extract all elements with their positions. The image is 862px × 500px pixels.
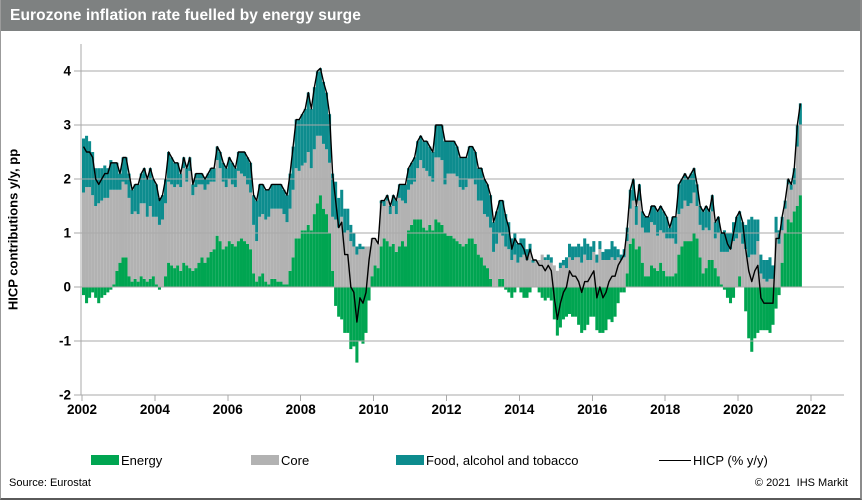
title-bar: Eurozone inflation rate fuelled by energ… bbox=[1, 0, 860, 31]
legend-label-food: Food, alcohol and tobacco bbox=[426, 452, 579, 468]
gridlines-layer bbox=[74, 70, 844, 396]
hicp-line-swatch-icon bbox=[659, 459, 691, 461]
food-swatch-icon bbox=[396, 455, 424, 465]
svg-text:2008: 2008 bbox=[286, 402, 317, 417]
svg-text:1: 1 bbox=[63, 226, 71, 241]
svg-text:3: 3 bbox=[63, 118, 71, 133]
energy-swatch-icon bbox=[91, 455, 119, 465]
svg-text:2002: 2002 bbox=[67, 402, 97, 417]
svg-text:-2: -2 bbox=[59, 388, 71, 403]
svg-text:2022: 2022 bbox=[796, 402, 826, 417]
bars-layer bbox=[82, 68, 802, 363]
legend-item-food: Food, alcohol and tobacco bbox=[396, 452, 579, 468]
svg-text:2006: 2006 bbox=[213, 402, 244, 417]
legend-item-energy: Energy bbox=[91, 452, 162, 468]
legend-label-energy: Energy bbox=[121, 452, 163, 468]
svg-text:2012: 2012 bbox=[431, 402, 461, 417]
legend-item-core: Core bbox=[251, 452, 309, 468]
svg-text:2018: 2018 bbox=[650, 402, 681, 417]
svg-text:2020: 2020 bbox=[723, 402, 753, 417]
svg-text:2014: 2014 bbox=[504, 402, 535, 417]
y-axis-title: HICP contributions y/y, pp bbox=[5, 148, 21, 311]
svg-text:2010: 2010 bbox=[359, 402, 389, 417]
axes-layer bbox=[80, 44, 812, 401]
svg-text:2004: 2004 bbox=[140, 402, 171, 417]
core-swatch-icon bbox=[251, 455, 279, 465]
source-note: Source: Eurostat bbox=[9, 477, 91, 489]
hicp-line bbox=[82, 67, 802, 323]
legend-item-hicp: HICP (% y/y) bbox=[659, 452, 768, 468]
svg-text:2016: 2016 bbox=[577, 402, 608, 417]
legend-label-hicp: HICP (% y/y) bbox=[693, 452, 768, 468]
svg-text:4: 4 bbox=[63, 64, 71, 79]
svg-text:0: 0 bbox=[63, 280, 71, 295]
copyright-note: © 2021 IHS Markit bbox=[754, 477, 848, 489]
page-title: Eurozone inflation rate fuelled by energ… bbox=[10, 7, 361, 24]
hicp-line-layer bbox=[82, 67, 802, 323]
legend-label-core: Core bbox=[281, 452, 310, 468]
svg-text:2: 2 bbox=[63, 172, 71, 187]
svg-text:-1: -1 bbox=[59, 334, 71, 349]
